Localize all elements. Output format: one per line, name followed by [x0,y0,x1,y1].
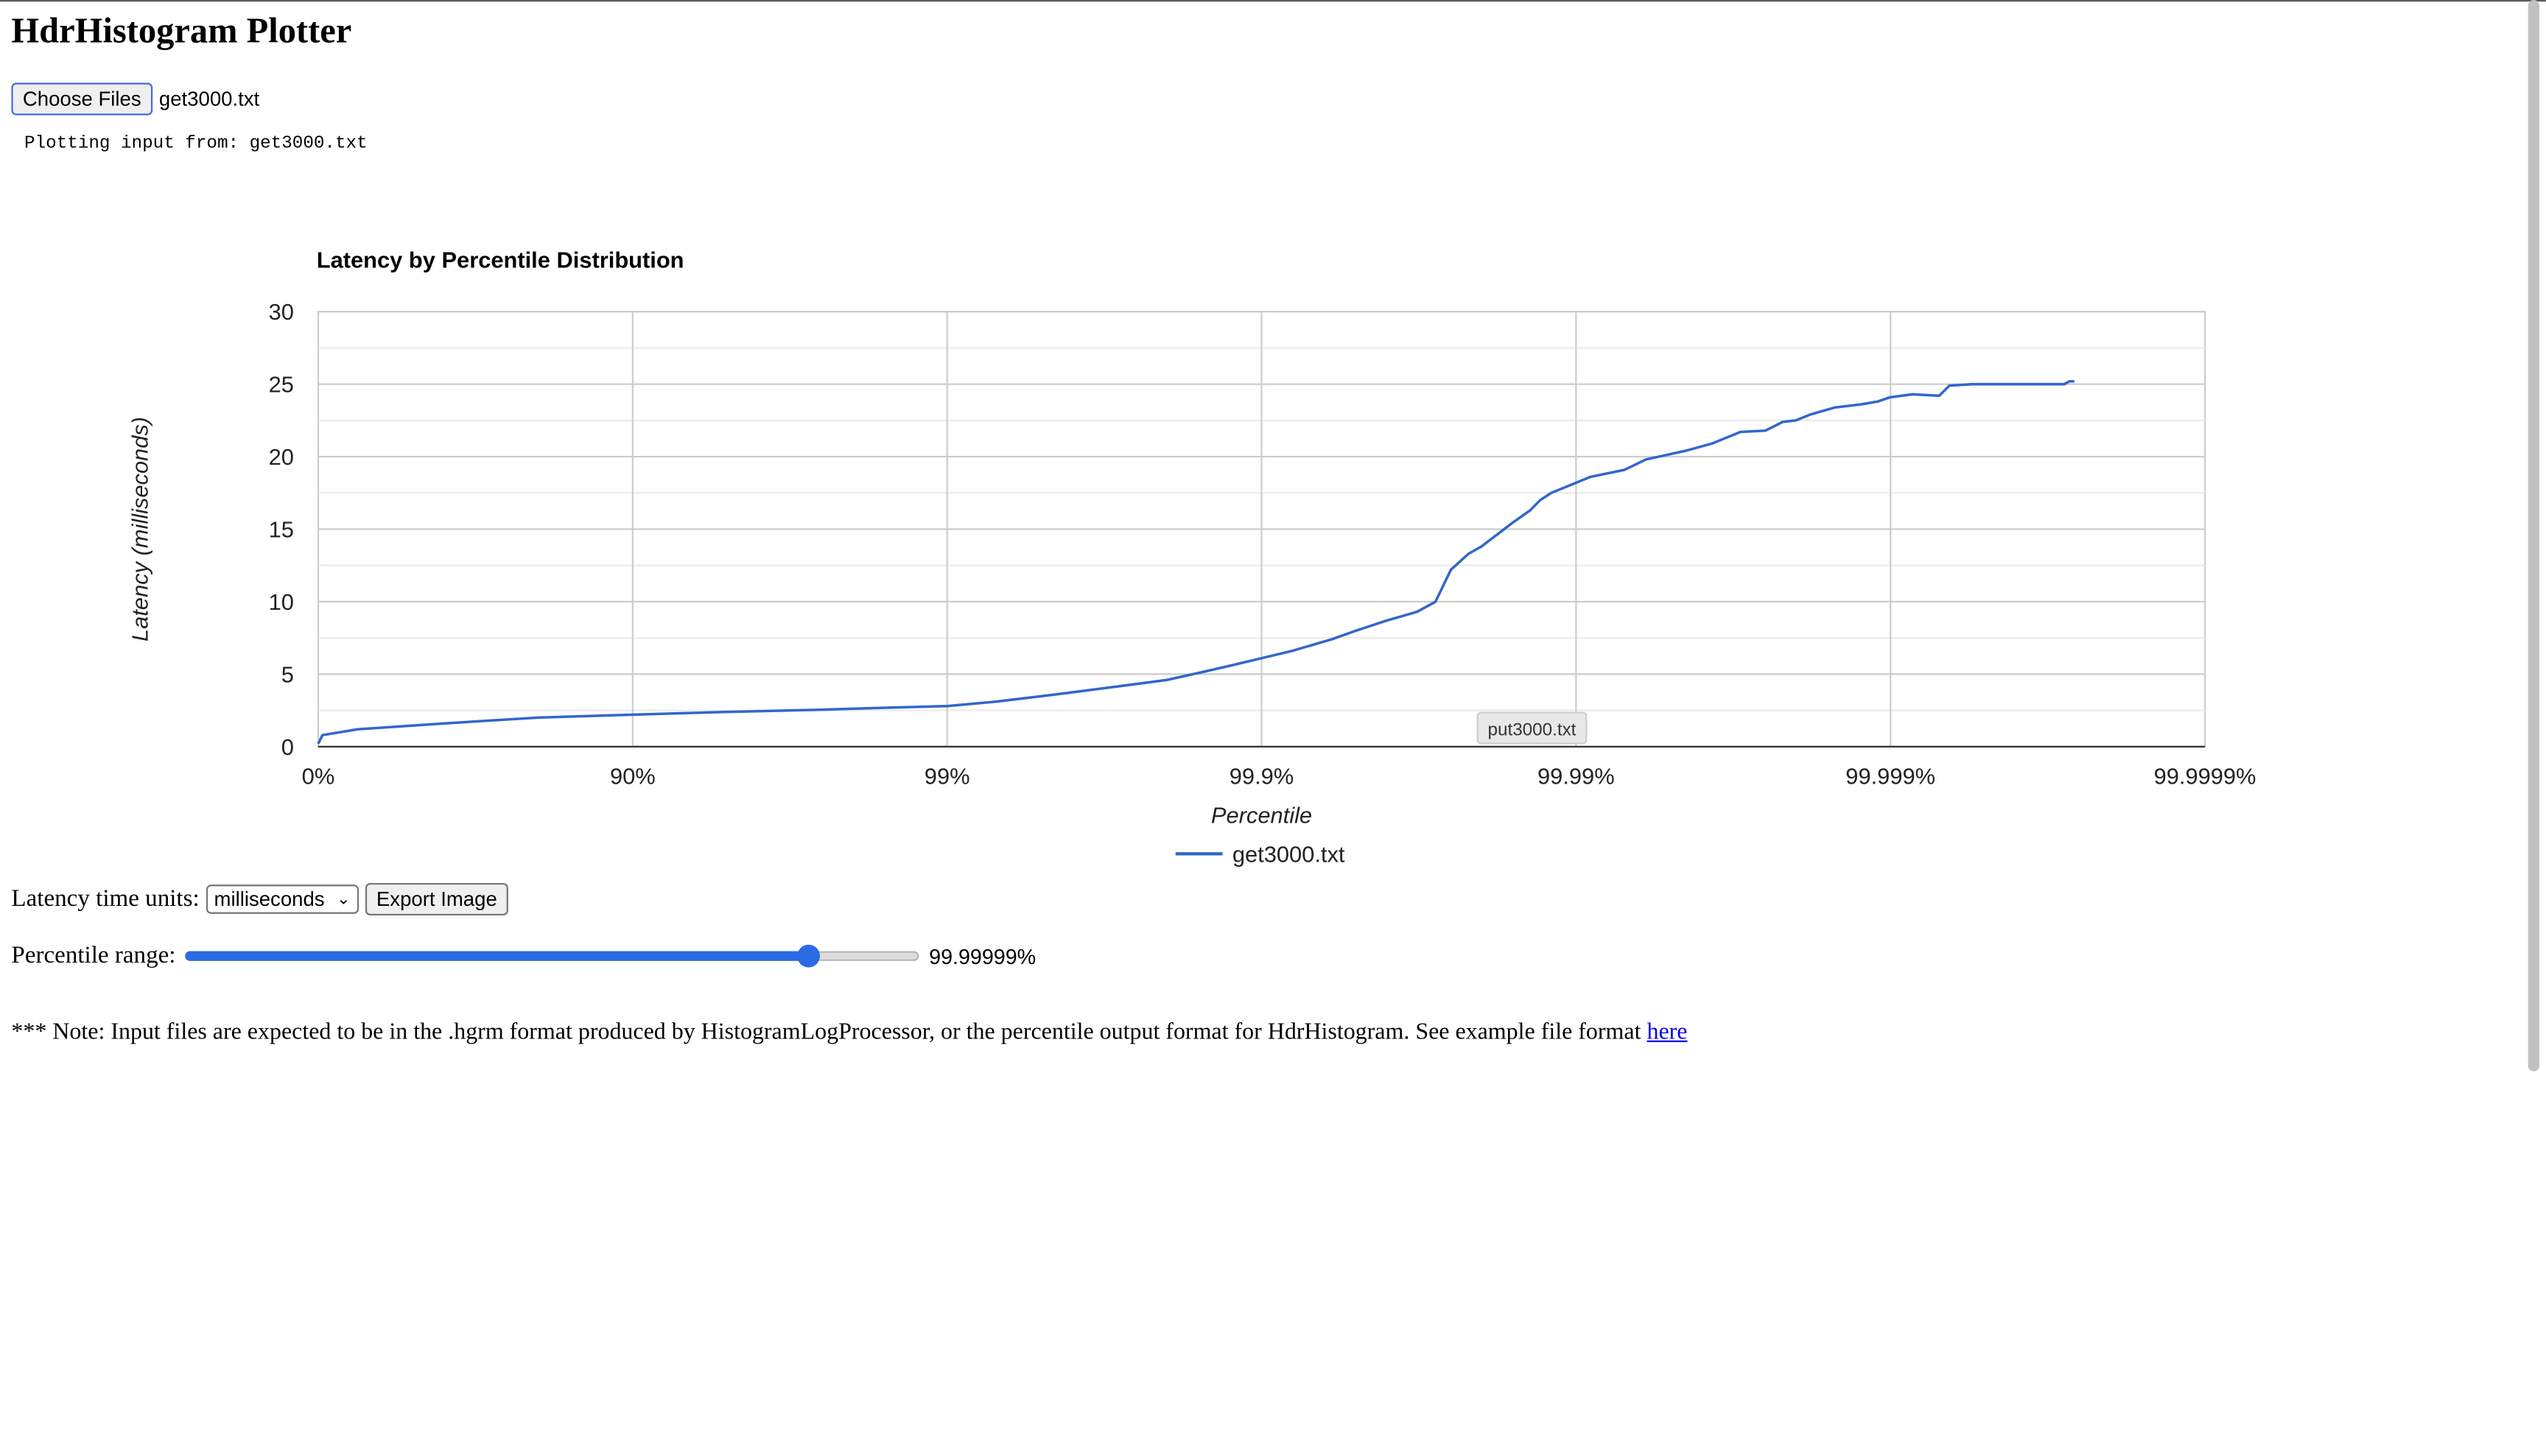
example-format-link[interactable]: here [1647,1019,1688,1046]
plotting-input-text: Plotting input from: get3000.txt [24,134,368,155]
latency-chart: Latency by Percentile Distribution 0 5 10 1… [127,247,2256,868]
slider-fill [185,951,810,961]
vertical-scrollbar[interactable] [2528,0,2540,1072]
x-tick-label: 99% [925,764,970,789]
y-tick-label: 20 [269,444,294,470]
y-axis-label: Latency (milliseconds) [127,417,153,641]
y-tick-label: 0 [281,734,294,760]
slider-thumb[interactable] [798,944,821,968]
x-tick-label: 99.999% [1845,764,1935,789]
units-select-value: milliseconds [214,887,325,911]
y-tick-label: 25 [269,372,294,398]
x-tick-label: 99.9% [1230,764,1294,789]
x-tick-label: 90% [610,764,656,789]
top-border [0,0,2546,2]
x-axis-label: Percentile [1211,802,1312,828]
series-line-get3000-txt [317,379,2075,745]
chart-title: Latency by Percentile Distribution [317,247,684,273]
choose-files-button[interactable]: Choose Files [11,82,153,116]
file-input-row: Choose Files get3000.txt [11,82,260,116]
y-tick-label: 30 [269,299,294,325]
x-tick-label: 0% [302,764,335,789]
y-tick-label: 10 [269,589,294,615]
chart-grid [317,311,2206,748]
x-tick-label: 99.99% [1537,764,1615,789]
units-controls: Latency time units: milliseconds ⌄ Expor… [11,882,509,916]
percentile-range-slider[interactable] [185,943,919,969]
x-tick-label: 99.9999% [2154,764,2256,789]
y-tick-label: 5 [281,661,294,687]
units-select[interactable]: milliseconds ⌄ [206,884,359,914]
range-value: 99.99999% [929,943,1037,968]
percentile-range-controls: Percentile range: 99.99999% [11,938,1036,974]
export-image-button[interactable]: Export Image [365,882,509,916]
chevron-down-icon: ⌄ [337,890,351,909]
range-label: Percentile range: [11,942,176,968]
chart-series [317,379,2075,745]
selected-file-name: get3000.txt [158,88,260,110]
series-tooltip: put3000.txt [1476,711,1588,745]
page-title: HdrHistogram Plotter [11,10,352,51]
units-label: Latency time units: [11,885,200,912]
format-note: *** Note: Input files are expected to be… [11,1019,1687,1047]
note-text: *** Note: Input files are expected to be… [11,1019,1641,1046]
chart-legend: get3000.txt [1175,841,1345,867]
tooltip-text: put3000.txt [1488,720,1577,739]
legend-label: get3000.txt [1232,841,1345,867]
tooltip-box [1476,711,1588,745]
chart-axes: 0 5 10 15 20 25 30 0% 90% 99% 99.9% 99.99% 99.999% 99… [269,299,2256,789]
y-tick-label: 15 [269,517,294,543]
